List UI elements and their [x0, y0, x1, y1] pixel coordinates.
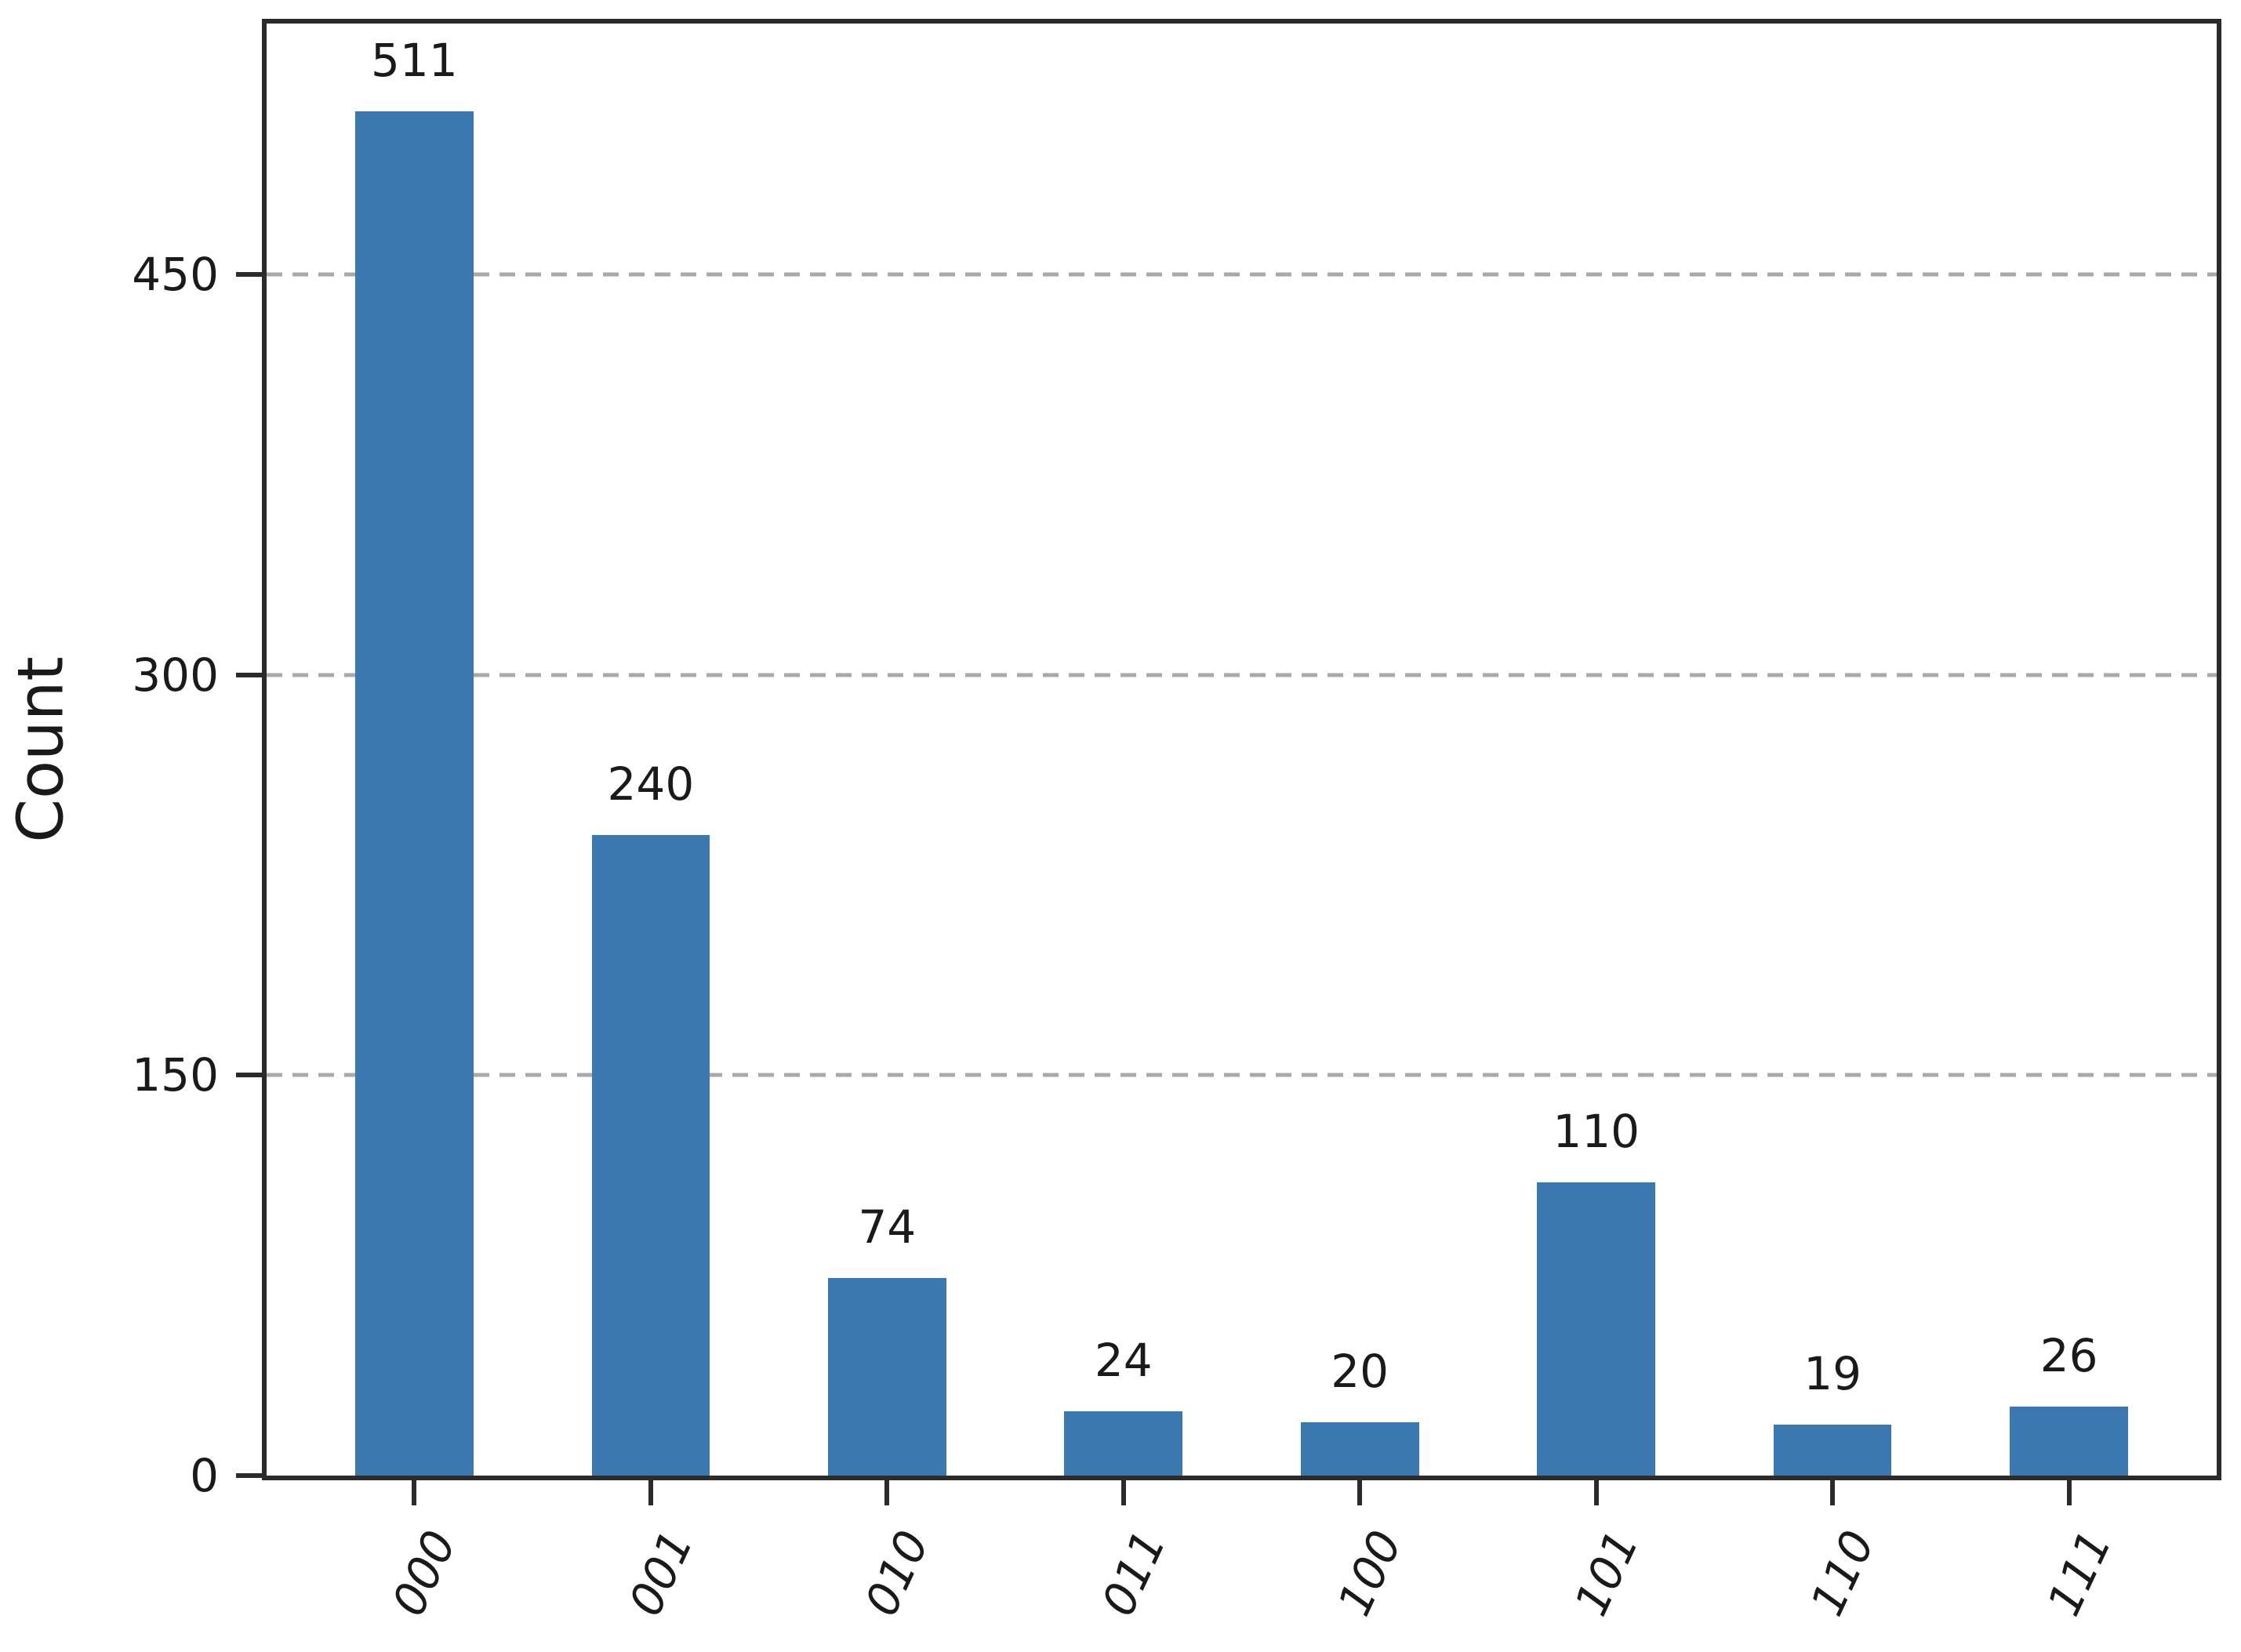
x-tick-label-text: 111: [2036, 1522, 2122, 1624]
bar-value-label-101: 110: [1553, 1104, 1640, 1158]
y-tick-mark-300: [236, 672, 262, 677]
bar-value-label-100: 20: [1331, 1345, 1389, 1398]
x-tick-mark-110: [1830, 1480, 1836, 1505]
x-tick-mark-000: [412, 1480, 417, 1505]
x-tick-mark-001: [648, 1480, 653, 1505]
bar-111: [2010, 1406, 2128, 1476]
x-tick-mark-010: [884, 1480, 890, 1505]
y-tick-mark-0: [236, 1473, 262, 1478]
bar-101: [1537, 1182, 1655, 1476]
bar-001: [591, 834, 710, 1476]
bar-value-label-111: 26: [2039, 1328, 2098, 1382]
y-tick-mark-150: [236, 1073, 262, 1078]
bar-010: [828, 1278, 946, 1476]
x-tick-label-text: 100: [1327, 1522, 1413, 1624]
bar-000: [355, 111, 474, 1476]
x-tick-label-text: 010: [854, 1522, 940, 1624]
bar-value-label-000: 511: [371, 34, 458, 88]
x-tick-label-text: 110: [1800, 1522, 1886, 1624]
bar-value-label-110: 19: [1803, 1347, 1861, 1401]
x-tick-label-text: 001: [618, 1522, 703, 1624]
y-tick-label-450: 450: [132, 248, 219, 301]
x-tick-label-text: 011: [1091, 1522, 1176, 1624]
x-tick-mark-011: [1120, 1480, 1126, 1505]
bar-value-label-001: 240: [607, 757, 695, 811]
bar-011: [1064, 1411, 1183, 1476]
gridline-y-150: [267, 1073, 2217, 1077]
x-tick-mark-111: [2066, 1480, 2072, 1505]
y-tick-label-300: 300: [132, 648, 219, 702]
plot-area: 511 240 74 24 20 110 19 26: [262, 19, 2221, 1480]
y-tick-label-0: 0: [190, 1449, 219, 1502]
bar-110: [1773, 1425, 1892, 1476]
x-tick-label-text: 000: [382, 1522, 467, 1624]
gridline-y-300: [267, 673, 2217, 677]
x-tick-label-text: 101: [1564, 1522, 1649, 1624]
x-tick-mark-101: [1593, 1480, 1599, 1505]
y-tick-label-150: 150: [132, 1048, 219, 1102]
bar-value-label-010: 74: [858, 1200, 917, 1254]
y-tick-mark-450: [236, 272, 262, 277]
gridline-y-450: [267, 272, 2217, 277]
x-tick-mark-100: [1357, 1480, 1363, 1505]
bar-value-label-011: 24: [1094, 1334, 1153, 1388]
bar-100: [1300, 1421, 1419, 1476]
